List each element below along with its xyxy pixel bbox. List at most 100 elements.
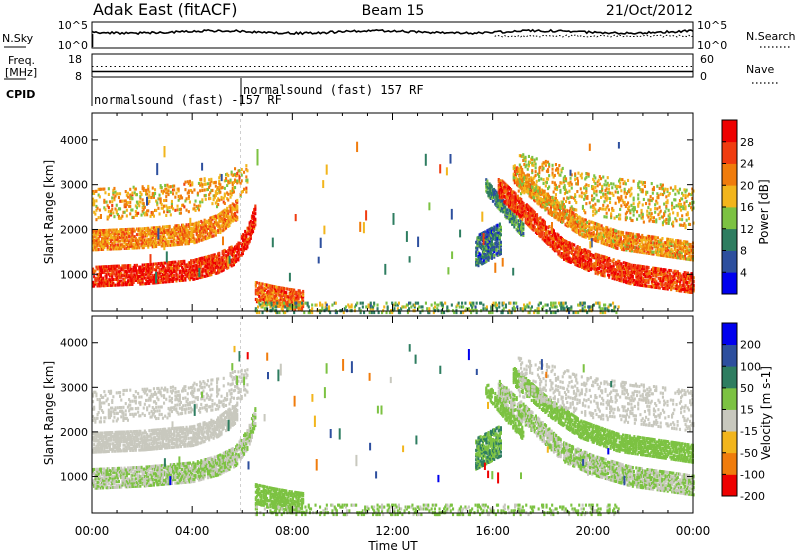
power-cell	[554, 204, 557, 208]
power-cell	[147, 266, 150, 270]
power-cell	[654, 270, 657, 274]
power-cell	[541, 237, 544, 241]
cpid-strip: CPID normalsound (fast) -157 RF normalso…	[6, 78, 424, 107]
power-cell	[234, 208, 237, 212]
power-cell	[205, 188, 208, 192]
power-cell	[520, 225, 523, 229]
power-cell	[544, 200, 547, 204]
power-cell	[645, 265, 648, 269]
power-cell	[499, 225, 502, 229]
power-cell	[490, 236, 493, 240]
power-cell	[154, 208, 157, 212]
power-cell	[552, 240, 555, 244]
power-cell	[145, 278, 148, 282]
power-cell	[133, 269, 136, 273]
power-cell	[264, 285, 267, 289]
power-cell	[653, 283, 656, 287]
power-cell	[299, 291, 302, 295]
power-cell	[225, 226, 228, 230]
power-cell	[270, 295, 273, 299]
power-cell	[221, 268, 224, 272]
power-cell	[533, 222, 536, 226]
power-cell	[492, 237, 495, 241]
power-cell	[143, 242, 146, 246]
power-cell	[187, 272, 190, 276]
power-cell	[116, 264, 119, 268]
power-cell	[596, 255, 599, 259]
power-cell	[196, 259, 199, 263]
power-cell	[505, 198, 508, 202]
power-cell	[645, 267, 648, 271]
power-cell	[226, 206, 229, 210]
power-cell	[524, 204, 527, 208]
power-cell	[263, 288, 266, 292]
power-cell	[254, 208, 257, 212]
power-cell	[501, 196, 504, 200]
power-cell	[152, 193, 155, 197]
power-cell	[155, 243, 158, 247]
power-cell	[106, 243, 109, 247]
power-cell	[163, 234, 166, 238]
power-cell	[576, 246, 579, 250]
power-cell	[181, 203, 184, 207]
power-cell	[141, 272, 144, 276]
power-cell	[205, 261, 208, 265]
power-cell	[480, 232, 483, 236]
power-cell	[107, 272, 110, 276]
power-cell	[106, 234, 109, 238]
power-cell	[108, 266, 111, 270]
power-cell	[225, 173, 228, 177]
power-cell	[163, 261, 166, 265]
power-cell	[617, 230, 620, 234]
power-cell	[142, 207, 145, 211]
power-cell	[97, 238, 100, 242]
power-cell	[179, 237, 182, 241]
power-cell	[221, 225, 224, 229]
power-cell	[481, 244, 484, 248]
power-cell	[187, 276, 190, 280]
power-cell	[185, 274, 188, 278]
power-cell	[495, 239, 498, 243]
power-cell	[607, 258, 610, 262]
power-cell	[175, 277, 178, 281]
power-cell	[149, 236, 152, 240]
power-cell	[145, 272, 148, 276]
power-cell	[616, 261, 619, 265]
power-cell	[117, 274, 120, 278]
power-cell	[103, 232, 106, 236]
power-cell	[623, 261, 626, 265]
power-cell	[538, 232, 541, 236]
power-cell	[515, 174, 518, 178]
power-cell	[563, 239, 566, 243]
power-cell	[636, 270, 639, 274]
power-cell	[478, 233, 481, 237]
power-cell	[557, 243, 560, 247]
power-cell	[174, 231, 177, 235]
power-cell	[292, 288, 295, 292]
power-cell	[205, 225, 208, 229]
power-cell	[603, 274, 606, 278]
power-cell	[499, 244, 502, 248]
power-cell	[585, 252, 588, 256]
power-cell	[218, 220, 221, 224]
power-cell	[151, 241, 154, 245]
power-cell	[139, 271, 142, 275]
power-cell	[301, 306, 304, 310]
power-cell	[516, 209, 519, 213]
power-cell	[209, 267, 212, 271]
power-cell	[168, 270, 171, 274]
power-cell	[92, 282, 95, 286]
power-cell	[531, 180, 534, 184]
power-cell	[559, 235, 562, 239]
power-cell	[154, 192, 157, 196]
power-cell	[476, 259, 479, 263]
power-cell	[492, 228, 495, 232]
power-cell	[216, 205, 219, 209]
power-cell	[209, 183, 212, 187]
power-cell	[573, 256, 576, 260]
power-cell	[117, 239, 120, 243]
power-cell	[102, 238, 105, 242]
power-cell	[484, 249, 487, 253]
power-cell	[183, 227, 186, 231]
power-cell	[148, 274, 151, 278]
